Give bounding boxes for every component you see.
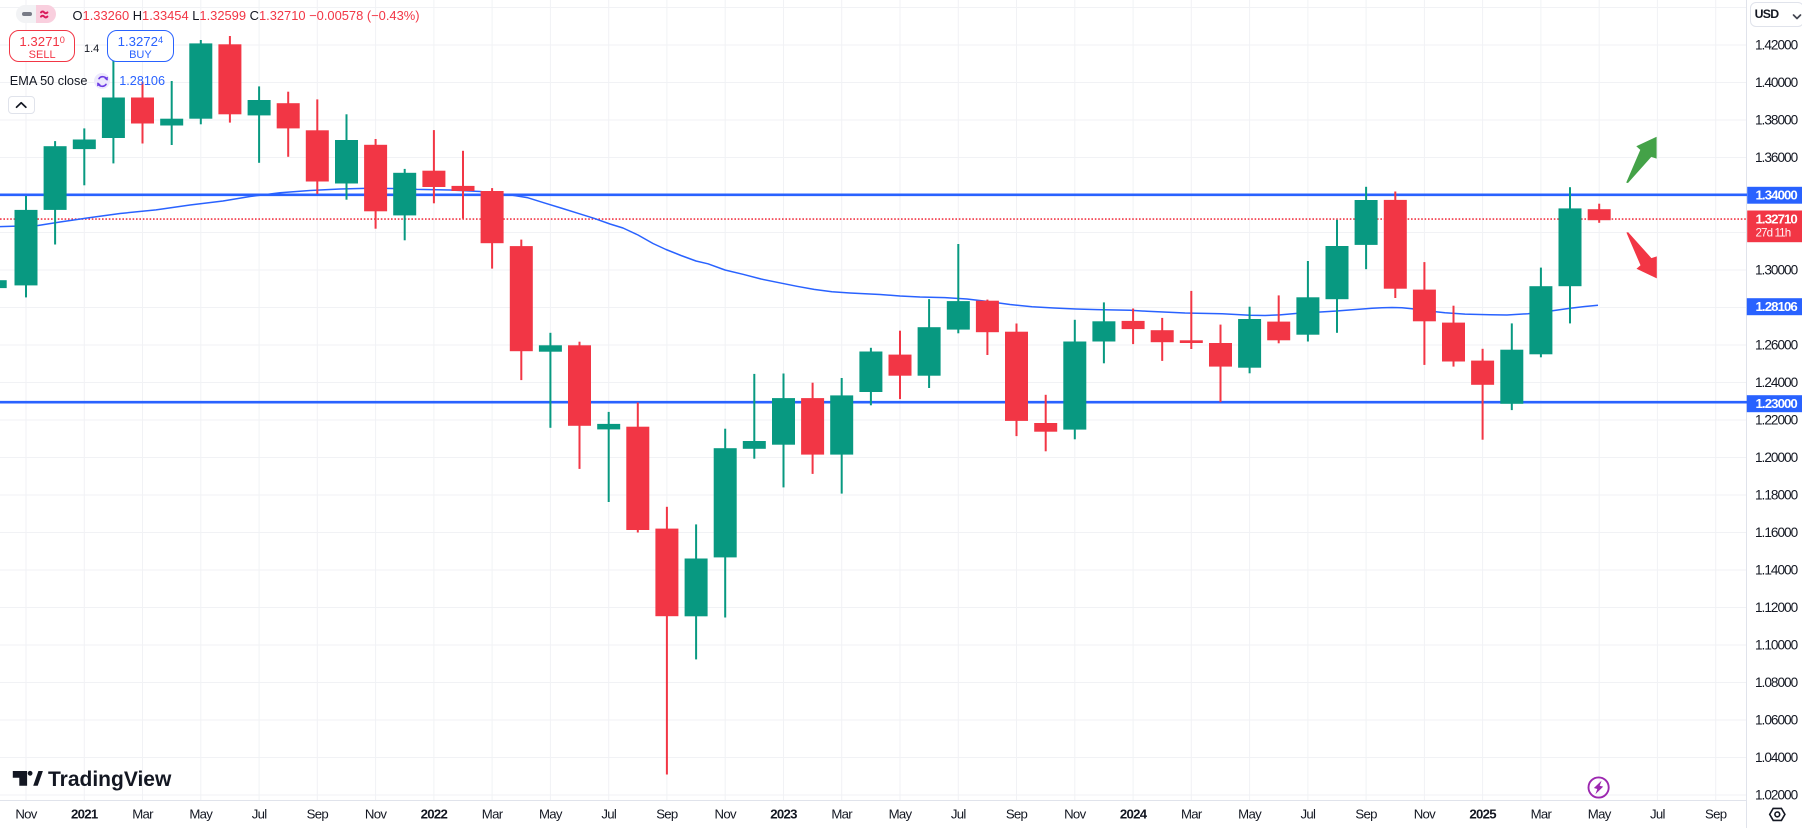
svg-text:1.04000: 1.04000 — [1755, 750, 1799, 765]
svg-text:May: May — [539, 807, 563, 822]
svg-text:1.42000: 1.42000 — [1755, 37, 1799, 52]
svg-text:Mar: Mar — [1531, 807, 1553, 822]
svg-text:1.30000: 1.30000 — [1755, 262, 1799, 277]
svg-text:May: May — [889, 807, 913, 822]
svg-text:2025: 2025 — [1469, 807, 1496, 822]
svg-text:2021: 2021 — [71, 807, 98, 822]
svg-text:Jul: Jul — [951, 807, 967, 822]
svg-text:May: May — [189, 807, 213, 822]
svg-text:1.28106: 1.28106 — [1756, 299, 1798, 314]
svg-text:1.08000: 1.08000 — [1755, 675, 1799, 690]
svg-text:Jul: Jul — [601, 807, 617, 822]
svg-text:1.12000: 1.12000 — [1755, 600, 1799, 615]
svg-text:1.40000: 1.40000 — [1755, 75, 1799, 90]
svg-text:Jul: Jul — [1650, 807, 1666, 822]
svg-text:Sep: Sep — [307, 807, 329, 822]
svg-text:1.38000: 1.38000 — [1755, 112, 1799, 127]
svg-text:May: May — [1588, 807, 1612, 822]
svg-text:1.20000: 1.20000 — [1755, 450, 1799, 465]
svg-text:Nov: Nov — [1064, 807, 1086, 822]
svg-text:Nov: Nov — [15, 807, 37, 822]
svg-text:Jul: Jul — [252, 807, 268, 822]
svg-text:1.16000: 1.16000 — [1755, 525, 1799, 540]
svg-text:Jul: Jul — [1301, 807, 1317, 822]
svg-text:1.02000: 1.02000 — [1755, 787, 1799, 802]
svg-text:1.22000: 1.22000 — [1755, 412, 1799, 427]
svg-text:1.24000: 1.24000 — [1755, 375, 1799, 390]
svg-text:Nov: Nov — [1414, 807, 1436, 822]
svg-text:1.06000: 1.06000 — [1755, 712, 1799, 727]
svg-text:Mar: Mar — [831, 807, 853, 822]
svg-text:Sep: Sep — [1705, 807, 1727, 822]
svg-text:Mar: Mar — [482, 807, 504, 822]
svg-text:Sep: Sep — [656, 807, 678, 822]
svg-text:1.36000: 1.36000 — [1755, 150, 1799, 165]
svg-text:Nov: Nov — [715, 807, 737, 822]
svg-text:1.10000: 1.10000 — [1755, 637, 1799, 652]
svg-text:Mar: Mar — [1181, 807, 1203, 822]
svg-text:1.34000: 1.34000 — [1756, 188, 1798, 203]
svg-text:Sep: Sep — [1355, 807, 1377, 822]
svg-text:Nov: Nov — [365, 807, 387, 822]
svg-text:27d 11h: 27d 11h — [1756, 226, 1791, 239]
svg-text:2024: 2024 — [1120, 807, 1148, 822]
svg-text:2022: 2022 — [421, 807, 448, 822]
svg-text:2023: 2023 — [770, 807, 797, 822]
svg-text:Sep: Sep — [1006, 807, 1028, 822]
svg-text:1.23000: 1.23000 — [1756, 396, 1798, 411]
svg-text:1.14000: 1.14000 — [1755, 562, 1799, 577]
svg-text:1.32710: 1.32710 — [1756, 212, 1798, 227]
svg-text:1.26000: 1.26000 — [1755, 337, 1799, 352]
svg-text:1.18000: 1.18000 — [1755, 487, 1799, 502]
svg-text:TradingView: TradingView — [48, 768, 172, 791]
svg-text:Mar: Mar — [132, 807, 154, 822]
svg-text:May: May — [1238, 807, 1262, 822]
